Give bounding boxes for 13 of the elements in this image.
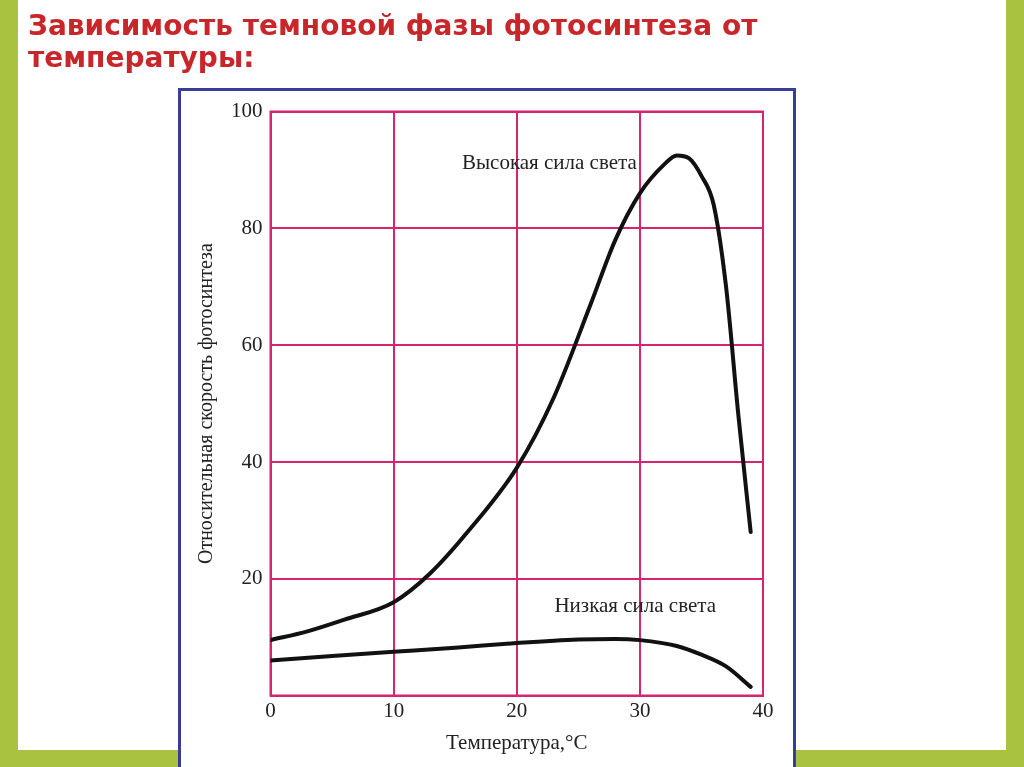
x-tick-label: 0 [265,697,276,722]
y-tick-label: 80 [241,214,263,239]
x-tick-label: 30 [629,697,651,722]
chart-title: Зависимость темновой фазы фотосинтеза от температуры: [28,9,759,74]
x-axis-title: Температура,°C [446,729,588,754]
y-tick-label: 20 [241,565,263,590]
y-tick-label: 100 [231,98,263,123]
x-tick-label: 20 [506,697,528,722]
y-axis-title: Относительная скорость фотосинтеза [194,243,218,565]
x-tick-label: 40 [752,697,774,722]
y-tick-label: 60 [241,331,263,356]
x-tick-label: 10 [383,697,405,722]
y-tick-label: 40 [241,448,263,473]
